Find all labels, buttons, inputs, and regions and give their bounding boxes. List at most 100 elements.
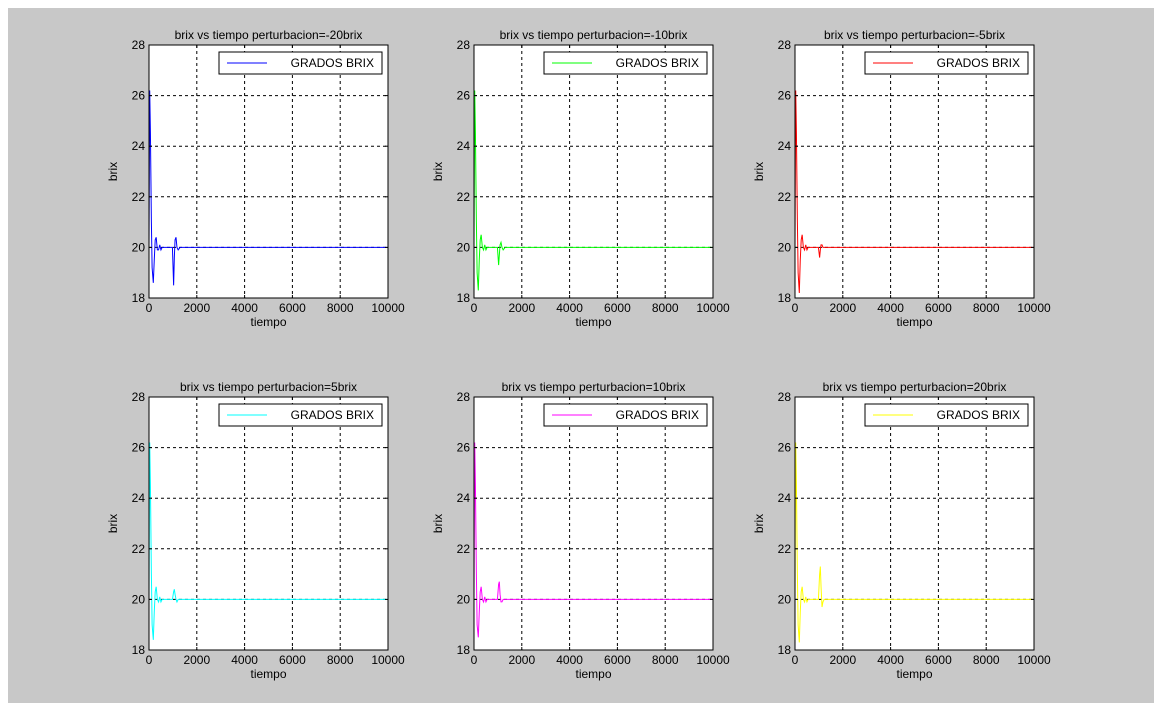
y-tick-label: 26	[132, 89, 146, 103]
legend-box	[543, 51, 708, 75]
plot-area	[795, 45, 1034, 298]
x-tick-label: 6000	[604, 653, 631, 667]
y-tick-label: 18	[457, 643, 471, 657]
y-tick-label: 20	[778, 592, 792, 606]
subplot-4: 0 2000 4000 6000 8000 10000 18 20 22 24 26 28 brix v…	[106, 380, 405, 681]
series-line	[473, 442, 713, 638]
x-axis-label: tiempo	[896, 315, 932, 329]
y-tick-label: 26	[132, 441, 146, 455]
y-tick-label: 28	[132, 38, 146, 52]
subplot-3: 0 2000 4000 6000 8000 10000 18 20 22 24 26 28 brix v…	[752, 28, 1051, 329]
subplot-2: 0 2000 4000 6000 8000 10000 18 20 22 24 26 28 brix v…	[431, 28, 730, 329]
x-tick-label: 4000	[877, 301, 904, 315]
x-tick-label: 6000	[925, 301, 952, 315]
y-tick-label: 20	[457, 240, 471, 254]
plot-area	[474, 45, 713, 298]
y-tick-label: 28	[457, 38, 471, 52]
x-tick-label: 8000	[327, 653, 354, 667]
y-tick-label: 24	[778, 139, 792, 153]
plot-area	[149, 45, 388, 298]
chart-title: brix vs tiempo perturbacion=-20brix	[175, 28, 363, 42]
x-tick-label: 4000	[877, 653, 904, 667]
y-tick-label: 26	[457, 441, 471, 455]
x-tick-label: 8000	[652, 653, 679, 667]
x-tick-label: 10000	[1017, 301, 1051, 315]
x-axis-label: tiempo	[896, 667, 932, 681]
x-tick-label: 4000	[556, 653, 583, 667]
x-tick-label: 6000	[604, 301, 631, 315]
x-tick-label: 8000	[652, 301, 679, 315]
y-axis-label: brix	[106, 514, 120, 533]
legend-box	[218, 51, 383, 75]
legend: GRADOS BRIX	[218, 51, 383, 75]
legend-box	[864, 403, 1029, 427]
legend-box	[864, 51, 1029, 75]
x-tick-label: 2000	[508, 301, 535, 315]
y-tick-label: 18	[132, 291, 146, 305]
y-tick-label: 26	[457, 89, 471, 103]
y-tick-label: 26	[778, 89, 792, 103]
axes-box	[794, 396, 1035, 651]
legend-label: GRADOS BRIX	[616, 408, 699, 422]
x-tick-label: 0	[146, 301, 153, 315]
x-axis-label: tiempo	[575, 667, 611, 681]
legend-label: GRADOS BRIX	[937, 408, 1020, 422]
legend: GRADOS BRIX	[864, 403, 1029, 427]
y-tick-label: 20	[778, 240, 792, 254]
y-tick-label: 18	[778, 643, 792, 657]
x-tick-label: 2000	[183, 653, 210, 667]
y-tick-label: 22	[132, 542, 146, 556]
legend-label: GRADOS BRIX	[616, 56, 699, 70]
y-axis-label: brix	[431, 514, 445, 533]
x-tick-label: 0	[792, 653, 799, 667]
x-tick-label: 2000	[829, 301, 856, 315]
axes-box	[473, 44, 714, 299]
x-axis-label: tiempo	[250, 667, 286, 681]
y-tick-label: 20	[132, 592, 146, 606]
plot-area	[149, 397, 388, 650]
y-axis-label: brix	[752, 514, 766, 533]
plot-area	[474, 397, 713, 650]
y-axis-label: brix	[752, 162, 766, 181]
axes-box	[473, 396, 714, 651]
series-line	[473, 90, 713, 291]
y-tick-label: 24	[132, 139, 146, 153]
y-tick-label: 22	[457, 542, 471, 556]
x-tick-label: 0	[471, 653, 478, 667]
chart-title: brix vs tiempo perturbacion=-5brix	[824, 28, 1005, 42]
legend-label: GRADOS BRIX	[291, 408, 374, 422]
y-tick-label: 28	[132, 390, 146, 404]
x-tick-label: 10000	[371, 301, 405, 315]
x-tick-label: 2000	[829, 653, 856, 667]
y-tick-label: 26	[778, 441, 792, 455]
x-tick-label: 4000	[231, 653, 258, 667]
x-tick-label: 8000	[973, 653, 1000, 667]
legend: GRADOS BRIX	[543, 51, 708, 75]
y-tick-label: 22	[132, 190, 146, 204]
axes-box	[148, 396, 389, 651]
x-tick-label: 10000	[1017, 653, 1051, 667]
y-tick-label: 22	[778, 542, 792, 556]
x-tick-label: 10000	[371, 653, 405, 667]
series-line	[794, 442, 1034, 643]
plot-area	[795, 397, 1034, 650]
y-tick-label: 28	[778, 390, 792, 404]
y-tick-label: 24	[132, 491, 146, 505]
subplot-5: 0 2000 4000 6000 8000 10000 18 20 22 24 26 28 brix v…	[431, 380, 730, 681]
series-line	[148, 442, 388, 640]
y-tick-label: 22	[457, 190, 471, 204]
y-tick-label: 18	[132, 643, 146, 657]
y-tick-label: 24	[778, 491, 792, 505]
x-tick-label: 2000	[183, 301, 210, 315]
y-tick-label: 28	[778, 38, 792, 52]
y-tick-label: 20	[132, 240, 146, 254]
x-tick-label: 6000	[279, 301, 306, 315]
x-tick-label: 0	[471, 301, 478, 315]
chart-title: brix vs tiempo perturbacion=20brix	[823, 380, 1007, 394]
y-tick-label: 22	[778, 190, 792, 204]
x-axis-label: tiempo	[250, 315, 286, 329]
legend: GRADOS BRIX	[864, 51, 1029, 75]
subplot-6: 0 2000 4000 6000 8000 10000 18 20 22 24 26 28 brix v…	[752, 380, 1051, 681]
y-tick-label: 28	[457, 390, 471, 404]
